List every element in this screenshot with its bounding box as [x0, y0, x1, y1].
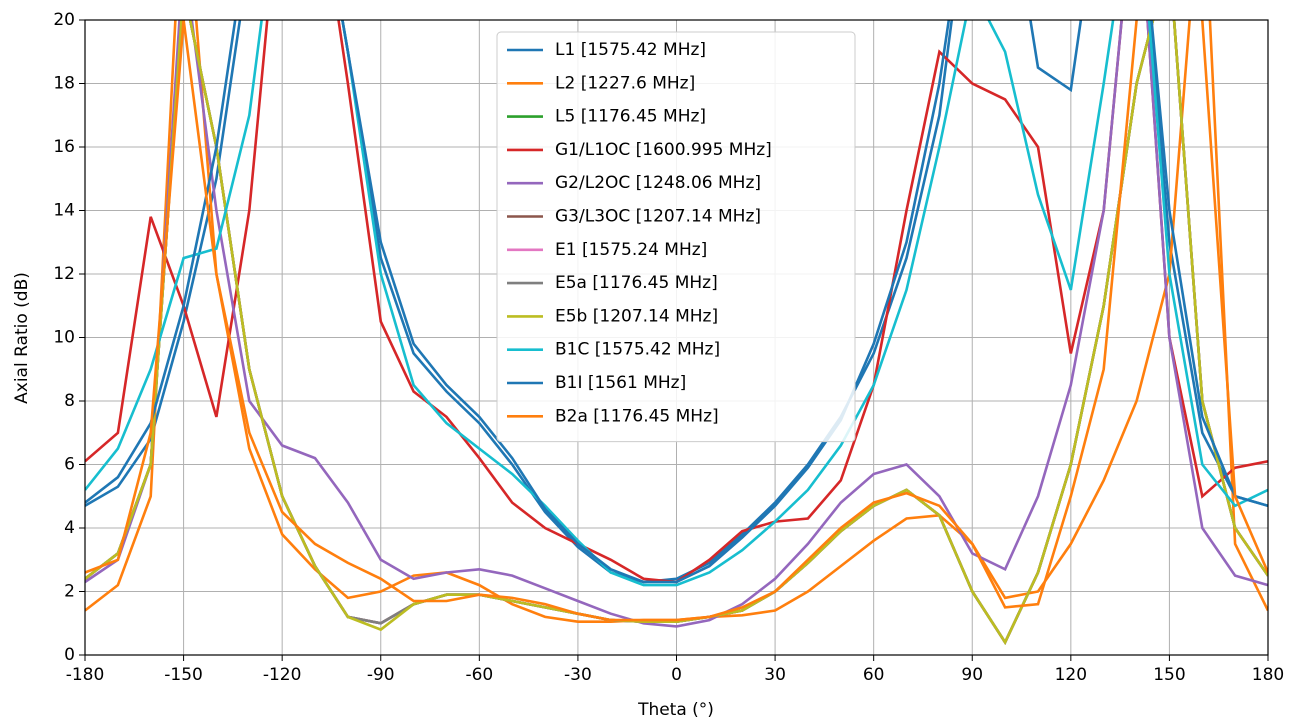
y-tick-label: 10 [53, 328, 75, 348]
y-tick-label: 18 [53, 74, 75, 94]
x-tick-label: 0 [671, 665, 682, 685]
y-axis-label: Axial Ratio (dB) [12, 272, 32, 404]
legend-label: B1C [1575.42 MHz] [555, 340, 720, 360]
y-tick-label: 14 [53, 201, 75, 221]
x-tick-label: -180 [66, 665, 105, 685]
series-line [85, 20, 1268, 584]
x-tick-label: 180 [1252, 665, 1284, 685]
y-tick-label: 2 [64, 582, 75, 602]
y-tick-label: 16 [53, 137, 75, 157]
y-tick-label: 8 [64, 391, 75, 411]
legend-label: L1 [1575.42 MHz] [555, 40, 706, 60]
legend-label: E1 [1575.24 MHz] [555, 240, 707, 260]
y-tick-label: 6 [64, 455, 75, 475]
y-tick-label: 12 [53, 264, 75, 284]
series-line [85, 20, 1268, 645]
legend-label: B2a [1176.45 MHz] [555, 406, 719, 426]
legend-box [496, 31, 856, 443]
x-tick-label: -60 [465, 665, 493, 685]
x-axis-label: Theta (°) [637, 700, 714, 720]
series-line [85, 20, 1268, 584]
x-tick-label: -90 [367, 665, 395, 685]
series-line [85, 20, 1268, 622]
legend-label: L5 [1176.45 MHz] [555, 107, 706, 127]
series-line [85, 20, 1268, 587]
y-tick-label: 20 [53, 10, 75, 30]
x-tick-label: 120 [1055, 665, 1087, 685]
y-tick-label: 4 [64, 518, 75, 538]
legend-label: G2/L2OC [1248.06 MHz] [555, 173, 761, 193]
legend-label: G3/L3OC [1207.14 MHz] [555, 207, 761, 227]
x-tick-label: -120 [263, 665, 302, 685]
legend-label: E5a [1176.45 MHz] [555, 273, 718, 293]
x-tick-label: 90 [961, 665, 983, 685]
x-tick-label: -150 [164, 665, 203, 685]
legend-label: E5b [1207.14 MHz] [555, 306, 718, 326]
legend-label: B1I [1561 MHz] [555, 373, 686, 393]
legend-label: L2 [1227.6 MHz] [555, 73, 695, 93]
x-tick-label: 60 [863, 665, 885, 685]
x-tick-label: -30 [564, 665, 592, 685]
series-line [85, 20, 1268, 628]
x-tick-label: 150 [1153, 665, 1185, 685]
x-tick-label: 30 [764, 665, 786, 685]
legend-label: G1/L1OC [1600.995 MHz] [555, 140, 772, 160]
y-tick-label: 0 [64, 645, 75, 665]
